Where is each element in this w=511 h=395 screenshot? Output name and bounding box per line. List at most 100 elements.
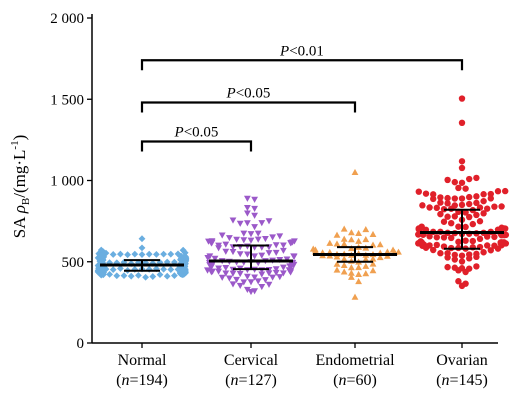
data-point: [376, 241, 384, 248]
data-point: [244, 195, 251, 202]
data-point: [209, 268, 216, 275]
data-point: [171, 272, 178, 280]
data-point: [251, 274, 258, 281]
data-point: [236, 282, 244, 289]
significance-bracket: P<0.05: [140, 86, 357, 113]
data-point: [440, 234, 448, 241]
data-point: [229, 248, 237, 256]
data-point: [247, 237, 255, 244]
data-point: [430, 195, 437, 203]
data-point: [458, 282, 466, 290]
data-point: [163, 272, 171, 280]
data-point: [247, 289, 255, 296]
data-point: [348, 264, 355, 271]
data-point: [348, 273, 355, 280]
median-iqr-endometrial: [313, 246, 397, 263]
data-point: [113, 272, 121, 280]
data-point: [265, 250, 273, 257]
data-point: [422, 244, 430, 251]
data-point: [418, 223, 425, 230]
data-point: [355, 229, 362, 236]
data-point: [138, 244, 146, 252]
data-point: [94, 267, 102, 275]
data-point: [138, 251, 146, 258]
data-point: [340, 240, 348, 247]
data-point: [462, 223, 469, 231]
significance-bracket: P<0.05: [140, 125, 253, 152]
data-point: [351, 293, 359, 300]
data-point: [312, 246, 319, 253]
data-point: [333, 266, 341, 273]
data-point: [280, 242, 287, 249]
data-point: [473, 174, 480, 182]
data-point: [480, 191, 487, 198]
data-point: [240, 237, 248, 244]
data-point: [229, 217, 237, 224]
data-point: [215, 265, 222, 272]
points-layer: [94, 95, 510, 300]
data-point: [451, 195, 458, 202]
data-point: [254, 278, 262, 285]
data-point: [272, 249, 280, 257]
data-point: [247, 279, 255, 286]
data-point: [448, 205, 455, 212]
data-point: [473, 253, 480, 261]
data-point: [222, 241, 230, 248]
data-point: [355, 270, 362, 278]
data-point: [145, 250, 153, 258]
data-point: [458, 119, 466, 127]
data-point: [258, 252, 266, 259]
data-point: [498, 224, 505, 231]
data-point: [458, 252, 466, 259]
significance-label: P<0.05: [226, 86, 271, 102]
data-point: [487, 195, 494, 202]
data-point: [222, 248, 230, 255]
data-point: [233, 276, 240, 283]
median-iqr-normal: [100, 259, 184, 272]
data-point: [222, 270, 230, 277]
data-point: [480, 249, 487, 256]
data-point: [247, 231, 255, 238]
x-category-label: Endometrial: [315, 352, 395, 369]
axes-layer: 0 500 1 000 1 500 2 000 SA ρB/(mg·L-1) Normal (…: [9, 11, 498, 389]
data-point: [258, 220, 266, 227]
data-point: [462, 209, 469, 216]
data-point: [458, 179, 466, 186]
y-tick-label: 1 000: [50, 174, 84, 190]
y-tick-label: 500: [62, 255, 85, 271]
data-point: [369, 260, 377, 267]
data-point: [280, 270, 287, 277]
data-point: [326, 239, 334, 246]
data-point: [480, 210, 487, 217]
data-point: [491, 233, 498, 241]
data-point: [117, 265, 124, 272]
data-point: [451, 251, 458, 259]
median-iqr-ovarian: [420, 208, 504, 250]
x-category-label: Ovarian: [436, 352, 488, 369]
data-point: [244, 243, 251, 250]
data-point: [444, 194, 451, 202]
data-point: [218, 274, 226, 281]
data-point: [484, 233, 491, 240]
data-point: [262, 236, 269, 243]
data-point: [340, 268, 348, 275]
data-point: [469, 220, 476, 228]
data-point: [458, 201, 466, 209]
data-point: [444, 254, 451, 261]
data-point: [236, 220, 244, 227]
y-axis-label: SA ρB/(mg·L-1): [9, 135, 32, 239]
y-tick-label: 1 500: [50, 92, 84, 108]
data-point: [362, 235, 370, 243]
data-point: [265, 281, 273, 288]
data-point: [389, 246, 397, 253]
data-point: [124, 251, 131, 259]
data-point: [351, 168, 359, 176]
data-point: [218, 232, 226, 239]
data-point: [333, 240, 341, 247]
x-category-count: (n=60): [333, 372, 377, 389]
data-point: [466, 175, 473, 183]
significance-bracket: P<0.01: [140, 43, 464, 71]
data-point: [487, 247, 494, 254]
data-point: [502, 231, 510, 239]
